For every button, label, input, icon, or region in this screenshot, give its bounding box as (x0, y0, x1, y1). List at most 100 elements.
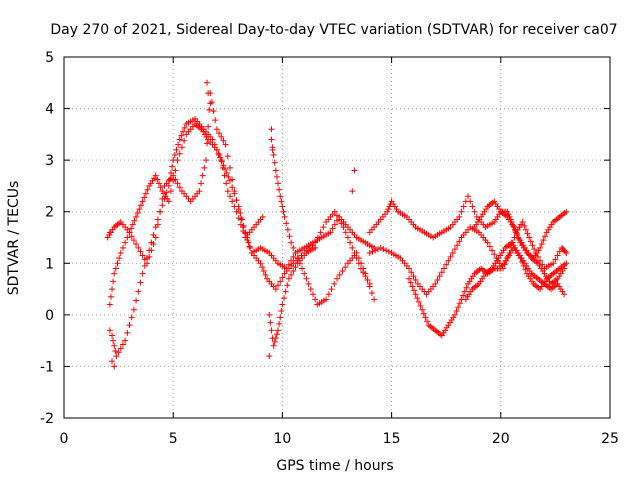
data-point (290, 268, 297, 275)
data-point (510, 224, 517, 231)
data-point (237, 210, 244, 217)
data-point (385, 206, 392, 213)
data-point (134, 210, 141, 217)
data-point (117, 249, 124, 256)
data-point (176, 136, 183, 143)
data-point (301, 270, 308, 277)
data-point (237, 221, 244, 228)
data-point (491, 251, 498, 258)
y-tick-label: 3 (45, 153, 54, 169)
data-point (486, 243, 493, 250)
data-point (114, 260, 121, 267)
data-point (176, 184, 183, 191)
data-point (456, 238, 463, 245)
data-point (176, 150, 183, 157)
data-point (292, 264, 299, 271)
data-point (410, 287, 417, 294)
data-point (218, 133, 225, 140)
data-point (137, 202, 144, 209)
data-point (312, 244, 319, 251)
data-point (406, 265, 413, 272)
data-point (275, 282, 282, 289)
data-point (144, 186, 151, 193)
data-point (168, 170, 175, 177)
data-point (220, 162, 227, 169)
y-tick-label: -1 (40, 359, 54, 375)
data-point (172, 167, 179, 174)
data-point (165, 182, 172, 189)
data-point (266, 353, 273, 360)
data-point (181, 124, 188, 131)
data-point (449, 249, 456, 256)
data-point (109, 358, 116, 365)
data-point (152, 224, 159, 231)
data-point (198, 180, 205, 187)
data-point (217, 154, 224, 161)
data-point (372, 247, 379, 254)
data-point (110, 337, 117, 344)
data-point (175, 141, 182, 148)
data-point (139, 198, 146, 205)
data-point (307, 286, 314, 293)
data-point (126, 322, 133, 329)
data-point (238, 216, 245, 223)
data-point (514, 231, 521, 238)
data-point (366, 249, 373, 256)
data-point (465, 193, 472, 200)
data-point (540, 237, 547, 244)
data-point (561, 265, 568, 272)
data-point (124, 234, 131, 241)
data-point (152, 172, 159, 179)
data-point (344, 234, 351, 241)
data-point (257, 260, 264, 267)
data-point (279, 274, 286, 281)
data-point (284, 226, 291, 233)
data-point (527, 238, 534, 245)
data-point (420, 310, 427, 317)
data-point (336, 271, 343, 278)
y-tick-label: 2 (45, 205, 54, 221)
data-point (269, 146, 276, 153)
data-point (218, 157, 225, 164)
data-point (323, 296, 330, 303)
data-point (292, 249, 299, 256)
data-point (290, 244, 297, 251)
data-point (281, 295, 288, 302)
data-point (447, 253, 454, 260)
data-point (284, 282, 291, 289)
data-point (283, 220, 290, 227)
data-point (532, 249, 539, 256)
data-point (276, 320, 283, 327)
data-point (351, 167, 358, 174)
data-point (154, 216, 161, 223)
data-point (371, 244, 378, 251)
data-point (412, 291, 419, 298)
data-point (377, 244, 384, 251)
data-point (128, 233, 135, 240)
data-point (156, 180, 163, 187)
data-point (106, 301, 113, 308)
data-point (506, 213, 513, 220)
data-point (211, 141, 218, 148)
data-point (299, 265, 306, 272)
data-point (424, 318, 431, 325)
data-point (320, 224, 327, 231)
data-points (104, 79, 570, 370)
data-point (146, 247, 153, 254)
data-point (362, 270, 369, 277)
data-point (484, 239, 491, 246)
data-point (201, 164, 208, 171)
data-point (347, 239, 354, 246)
data-point (210, 108, 217, 115)
data-point (222, 141, 229, 148)
data-point (562, 248, 569, 255)
data-point (205, 90, 212, 97)
x-tick-label: 25 (601, 431, 619, 447)
data-point (159, 202, 166, 209)
data-point (246, 243, 253, 250)
data-point (460, 292, 467, 299)
data-point (224, 188, 231, 195)
data-point (268, 327, 275, 334)
data-point (235, 215, 242, 222)
data-point (219, 164, 226, 171)
